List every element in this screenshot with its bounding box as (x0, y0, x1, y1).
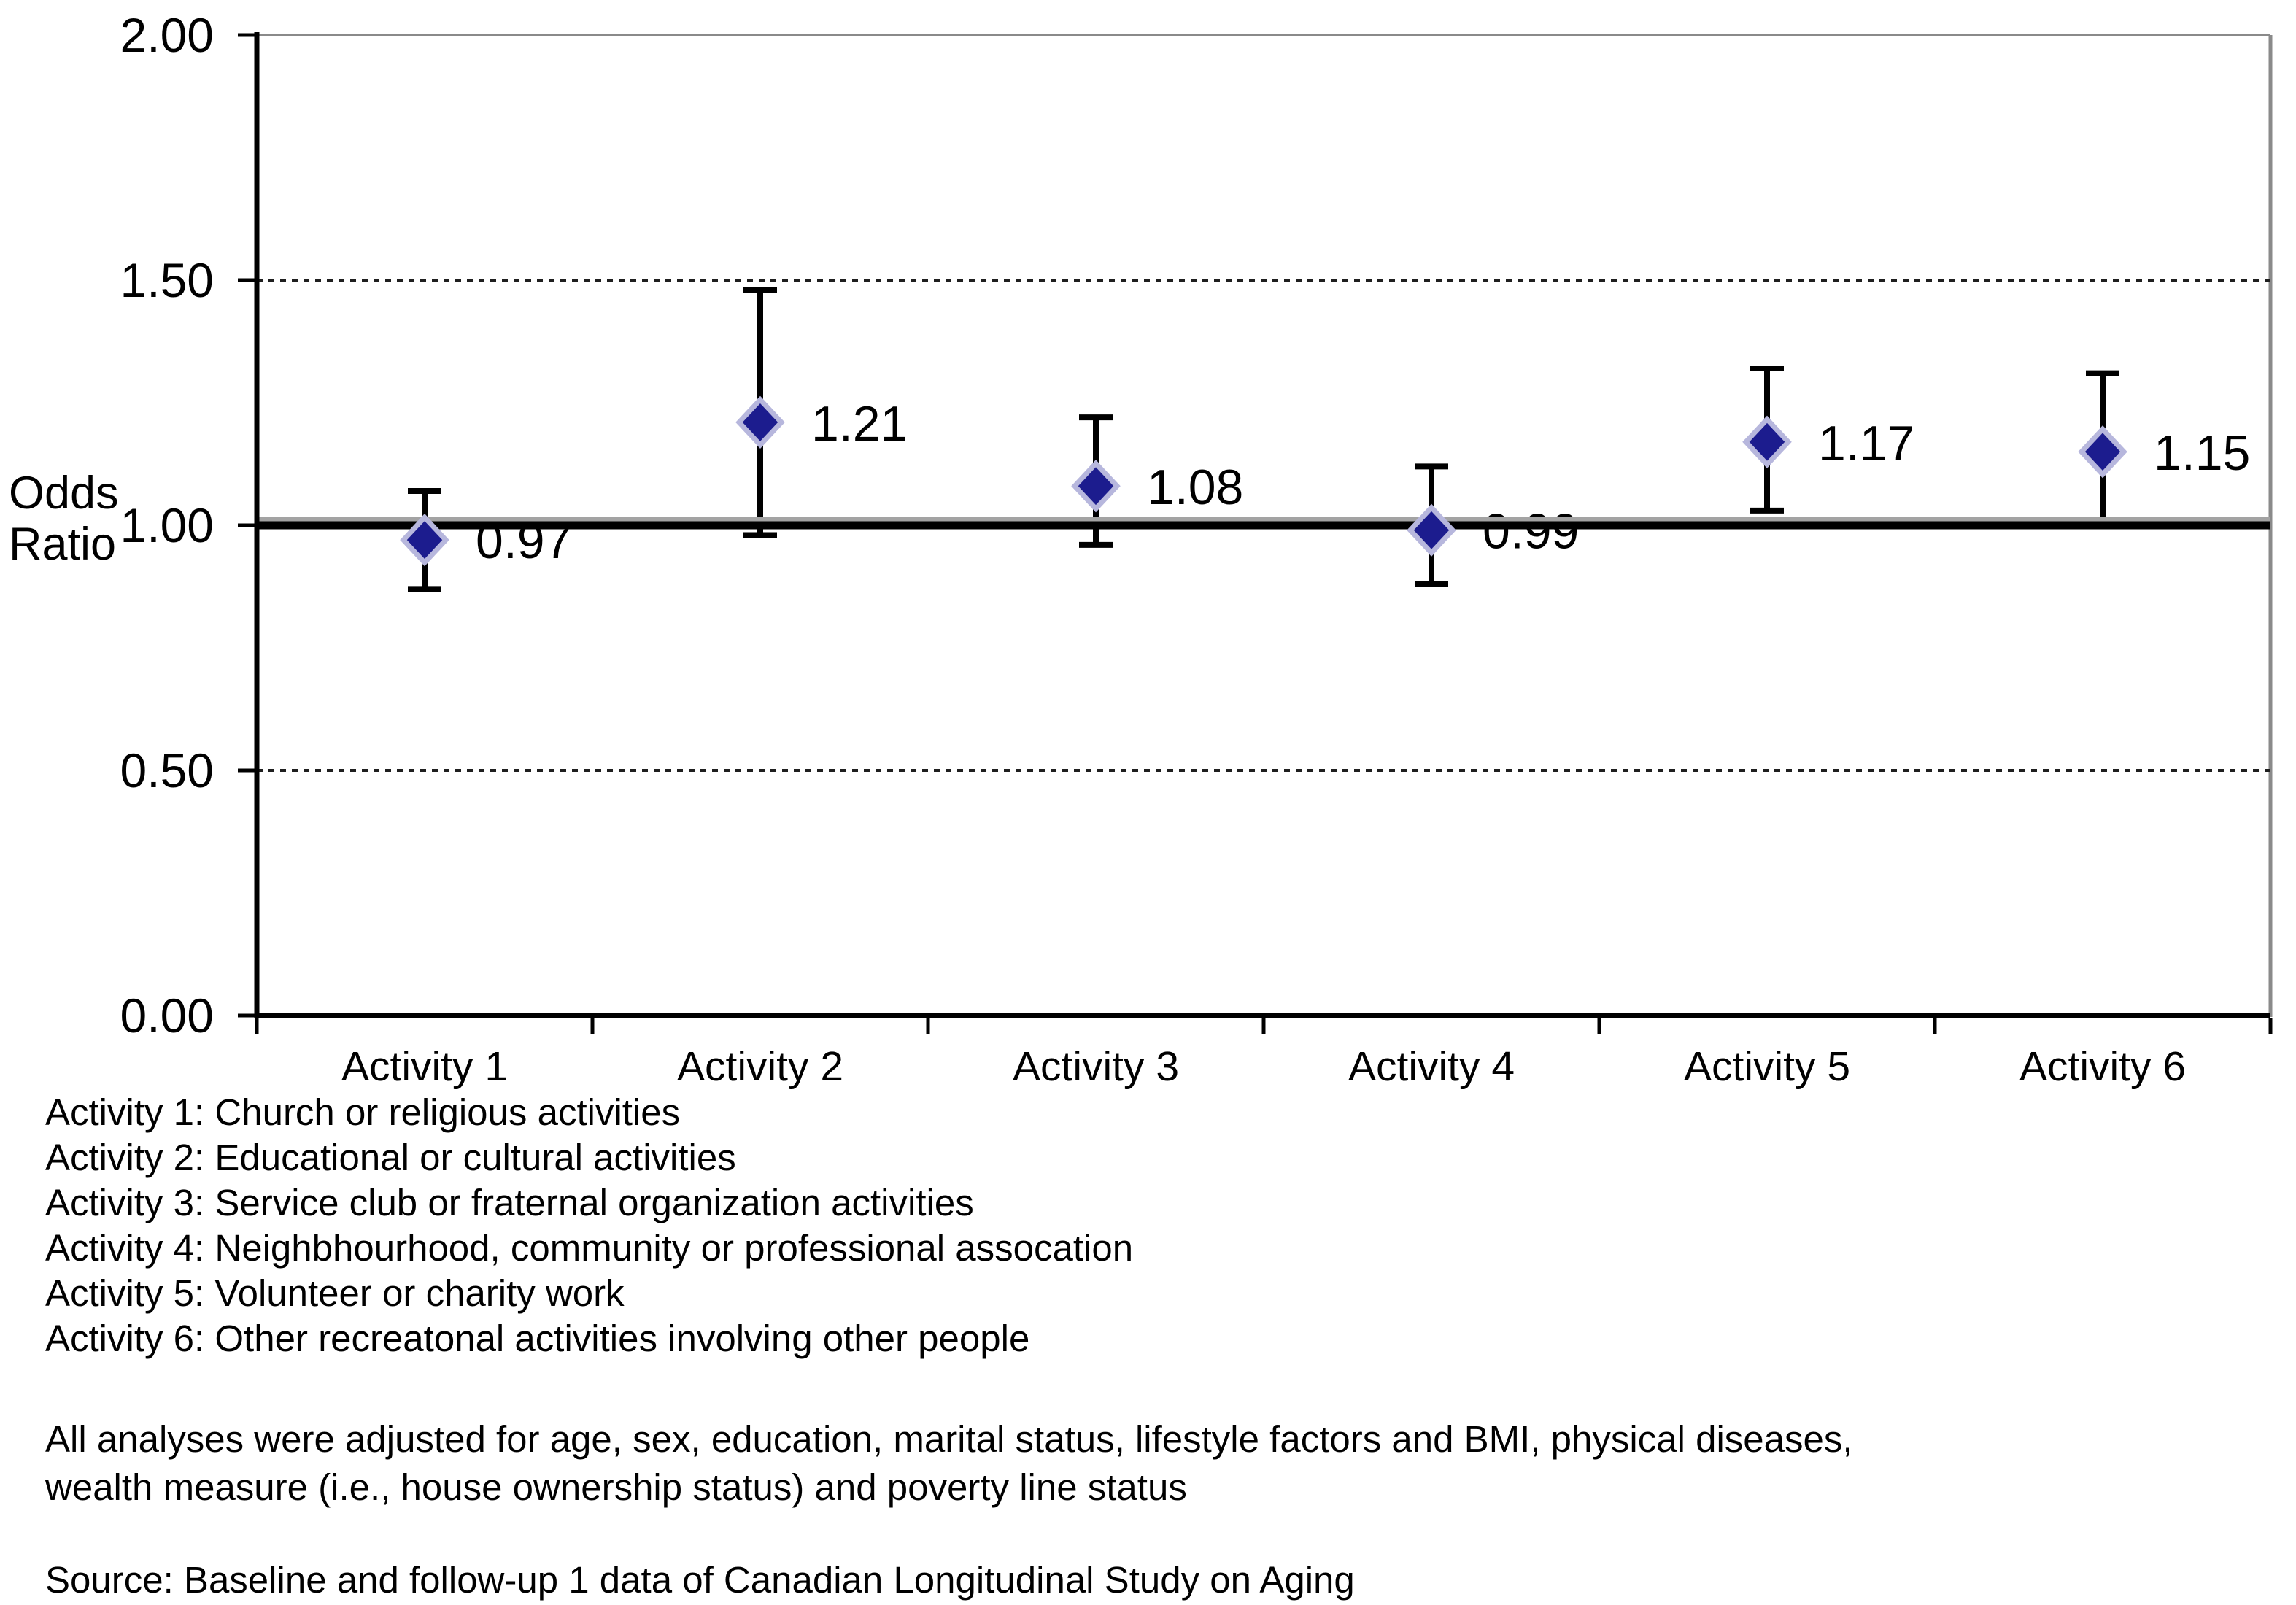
odds-ratio-chart: 0.971.211.080.991.17 1.150.000.501.001.50… (120, 8, 2273, 1090)
x-category-label: Activity 4 (1348, 1043, 1515, 1090)
legend-line-activity-5: Activity 5: Volunteer or charity work (45, 1272, 625, 1314)
legend-line-activity-2: Activity 2: Educational or cultural acti… (45, 1137, 736, 1178)
adjustment-note-line1: All analyses were adjusted for age, sex,… (45, 1418, 1853, 1460)
x-category-label: Activity 1 (341, 1043, 508, 1090)
diamond-marker (400, 514, 449, 567)
y-tick-label: 0.50 (120, 743, 214, 797)
y-axis-title-line1: Odds (9, 468, 119, 519)
y-tick-label: 1.00 (120, 498, 214, 552)
diamond-marker (2078, 425, 2127, 479)
adjustment-note-line2: wealth measure (i.e., house ownership st… (45, 1466, 1187, 1508)
legend-line-activity-4: Activity 4: Neighbhourhood, community or… (45, 1227, 1134, 1269)
diamond-marker (1407, 503, 1456, 557)
activity-legend: Activity 1: Church or religious activiti… (45, 1090, 1133, 1361)
x-category-label: Activity 6 (2019, 1043, 2186, 1090)
diamond-marker (1071, 460, 1121, 513)
diamond-marker (1742, 415, 1792, 468)
source-note: Source: Baseline and follow-up 1 data of… (45, 1559, 1355, 1601)
y-axis-title-line2: Ratio (9, 519, 117, 570)
x-category-label: Activity 5 (1684, 1043, 1850, 1090)
y-axis-title: Odds Ratio (9, 468, 119, 570)
value-label: 0.99 (1483, 504, 1579, 560)
value-label: 1.21 (811, 396, 908, 452)
y-tick-label: 0.00 (120, 989, 214, 1043)
value-label: 1.17 (1818, 416, 1914, 471)
y-tick-label: 2.00 (120, 8, 214, 62)
adjustment-note: All analyses were adjusted for age, sex,… (45, 1415, 1853, 1512)
legend-line-activity-3: Activity 3: Service club or fraternal or… (45, 1182, 974, 1223)
x-category-label: Activity 2 (677, 1043, 843, 1090)
legend-line-activity-1: Activity 1: Church or religious activiti… (45, 1091, 681, 1133)
diamond-marker (735, 395, 785, 449)
y-tick-label: 1.50 (120, 253, 214, 307)
value-label: 1.15 (2154, 425, 2250, 481)
value-label: 1.08 (1147, 460, 1243, 515)
x-category-label: Activity 3 (1013, 1043, 1179, 1090)
legend-line-activity-6: Activity 6: Other recreatonal activities… (45, 1318, 1030, 1359)
